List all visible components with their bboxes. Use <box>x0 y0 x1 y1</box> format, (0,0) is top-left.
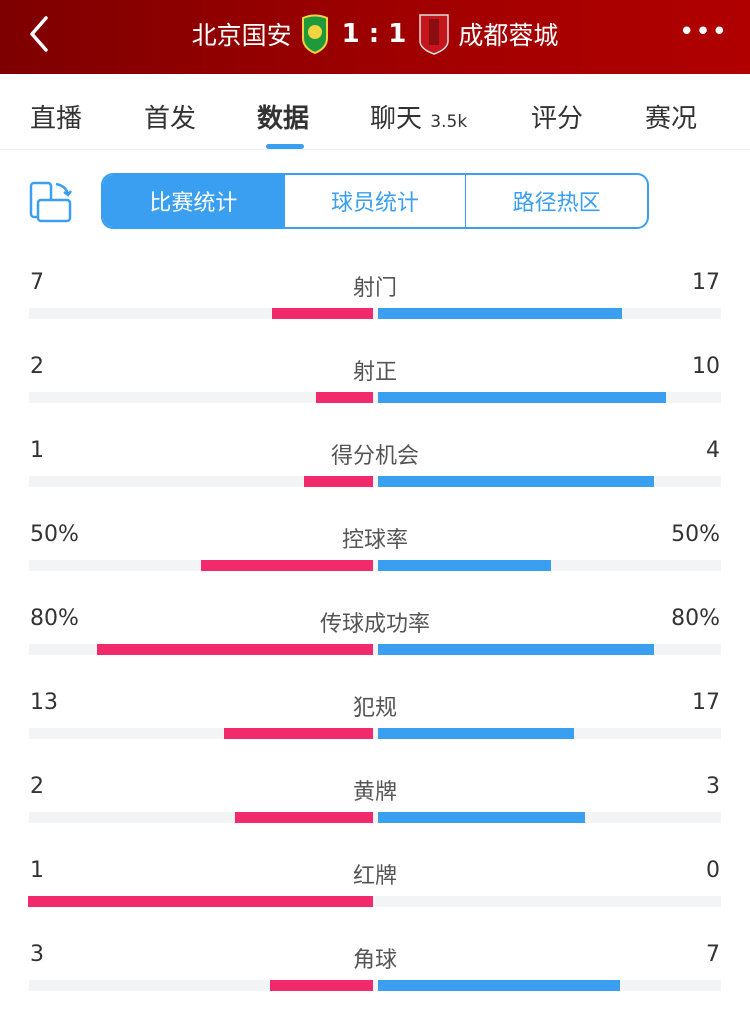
home-value: 1 <box>30 438 44 463</box>
stat-row: 13 犯规 17 <box>0 690 750 774</box>
tab-label: 直播 <box>30 104 83 134</box>
tab-match-report[interactable]: 赛况 <box>645 98 697 135</box>
stat-name: 角球 <box>352 948 397 973</box>
home-bar <box>235 812 373 823</box>
home-bar <box>315 392 373 403</box>
home-value: 2 <box>30 774 44 799</box>
score: 1 : 1 <box>341 19 407 49</box>
stat-row: 50% 控球率 50% <box>0 522 750 606</box>
stat-name: 控球率 <box>341 528 408 553</box>
stat-name: 红牌 <box>352 864 397 889</box>
tab-live[interactable]: 直播 <box>30 98 82 135</box>
away-value: 10 <box>692 354 720 379</box>
away-bar <box>378 728 574 739</box>
home-value: 3 <box>30 942 44 967</box>
stat-row: 1 红牌 0 <box>0 858 750 942</box>
tab-bar: 直播 首发 数据 聊天 3.5k 评分 赛况 <box>0 74 750 150</box>
stat-track <box>29 476 721 487</box>
segment-heatmap[interactable]: 路径热区 <box>465 175 647 227</box>
home-value: 7 <box>30 270 44 295</box>
away-team-name[interactable]: 成都蓉城 <box>458 21 559 50</box>
stat-row: 80% 传球成功率 80% <box>0 606 750 690</box>
away-team-crest-icon[interactable] <box>418 13 450 55</box>
away-bar <box>378 560 551 571</box>
home-team-name[interactable]: 北京国安 <box>191 21 292 50</box>
home-bar <box>304 476 373 487</box>
stat-row: 2 射正 10 <box>0 354 750 438</box>
tab-label: 数据 <box>257 104 310 134</box>
stat-track <box>29 728 721 739</box>
more-icon[interactable]: ••• <box>678 17 728 47</box>
home-value: 2 <box>30 354 44 379</box>
stat-row: 3 角球 7 <box>0 942 750 1026</box>
rotate-screen-icon[interactable] <box>28 180 74 224</box>
stat-row: 7 射门 17 <box>0 270 750 354</box>
tab-chat[interactable]: 聊天 3.5k <box>370 98 467 135</box>
away-bar <box>378 476 654 487</box>
home-bar <box>269 980 373 991</box>
tab-lineup[interactable]: 首发 <box>144 98 196 135</box>
away-bar <box>378 644 654 655</box>
away-bar <box>378 308 623 319</box>
home-bar <box>272 308 373 319</box>
chat-count-badge: 3.5k <box>430 112 468 132</box>
home-value: 1 <box>30 858 44 883</box>
away-value: 4 <box>706 438 720 463</box>
home-team-crest-icon[interactable] <box>300 14 330 54</box>
tab-data[interactable]: 数据 <box>257 98 309 135</box>
stats-segmented-control: 比赛统计 球员统计 路径热区 <box>101 173 649 229</box>
segment-match-stats[interactable]: 比赛统计 <box>103 175 284 227</box>
away-value: 0 <box>706 858 720 883</box>
tab-label: 评分 <box>531 104 584 134</box>
away-value: 17 <box>692 690 720 715</box>
match-title: 北京国安 1 : 1 成都蓉城 <box>0 13 750 55</box>
home-bar <box>223 728 373 739</box>
tab-ratings[interactable]: 评分 <box>531 98 583 135</box>
home-value: 80% <box>30 606 79 631</box>
stat-name: 犯规 <box>352 696 397 721</box>
stat-track <box>29 980 721 991</box>
stat-row: 2 黄牌 3 <box>0 774 750 858</box>
stat-name: 射正 <box>352 360 397 385</box>
match-header: 北京国安 1 : 1 成都蓉城 ••• <box>0 0 750 74</box>
back-icon[interactable] <box>26 14 56 54</box>
active-tab-indicator <box>266 144 304 149</box>
stat-name: 传球成功率 <box>319 612 430 637</box>
stat-row: 1 得分机会 4 <box>0 438 750 522</box>
away-bar <box>378 812 585 823</box>
away-value: 80% <box>671 606 720 631</box>
stat-name: 射门 <box>352 276 397 301</box>
stat-name: 得分机会 <box>330 444 419 469</box>
stat-track <box>29 896 721 907</box>
away-value: 3 <box>706 774 720 799</box>
away-bar <box>378 980 620 991</box>
home-value: 13 <box>30 690 58 715</box>
tab-label: 首发 <box>144 104 197 134</box>
away-value: 50% <box>671 522 720 547</box>
home-bar <box>200 560 373 571</box>
home-bar <box>97 644 373 655</box>
home-value: 50% <box>30 522 79 547</box>
stat-name: 黄牌 <box>352 780 397 805</box>
stat-track <box>29 560 721 571</box>
segment-player-stats[interactable]: 球员统计 <box>283 175 466 227</box>
away-value: 17 <box>692 270 720 295</box>
stat-track <box>29 644 721 655</box>
away-value: 7 <box>706 942 720 967</box>
home-bar <box>28 896 373 907</box>
stat-track <box>29 812 721 823</box>
tab-label: 聊天 <box>370 104 423 134</box>
stat-track <box>29 308 721 319</box>
stat-track <box>29 392 721 403</box>
tab-label: 赛况 <box>645 104 698 134</box>
away-bar <box>378 392 666 403</box>
